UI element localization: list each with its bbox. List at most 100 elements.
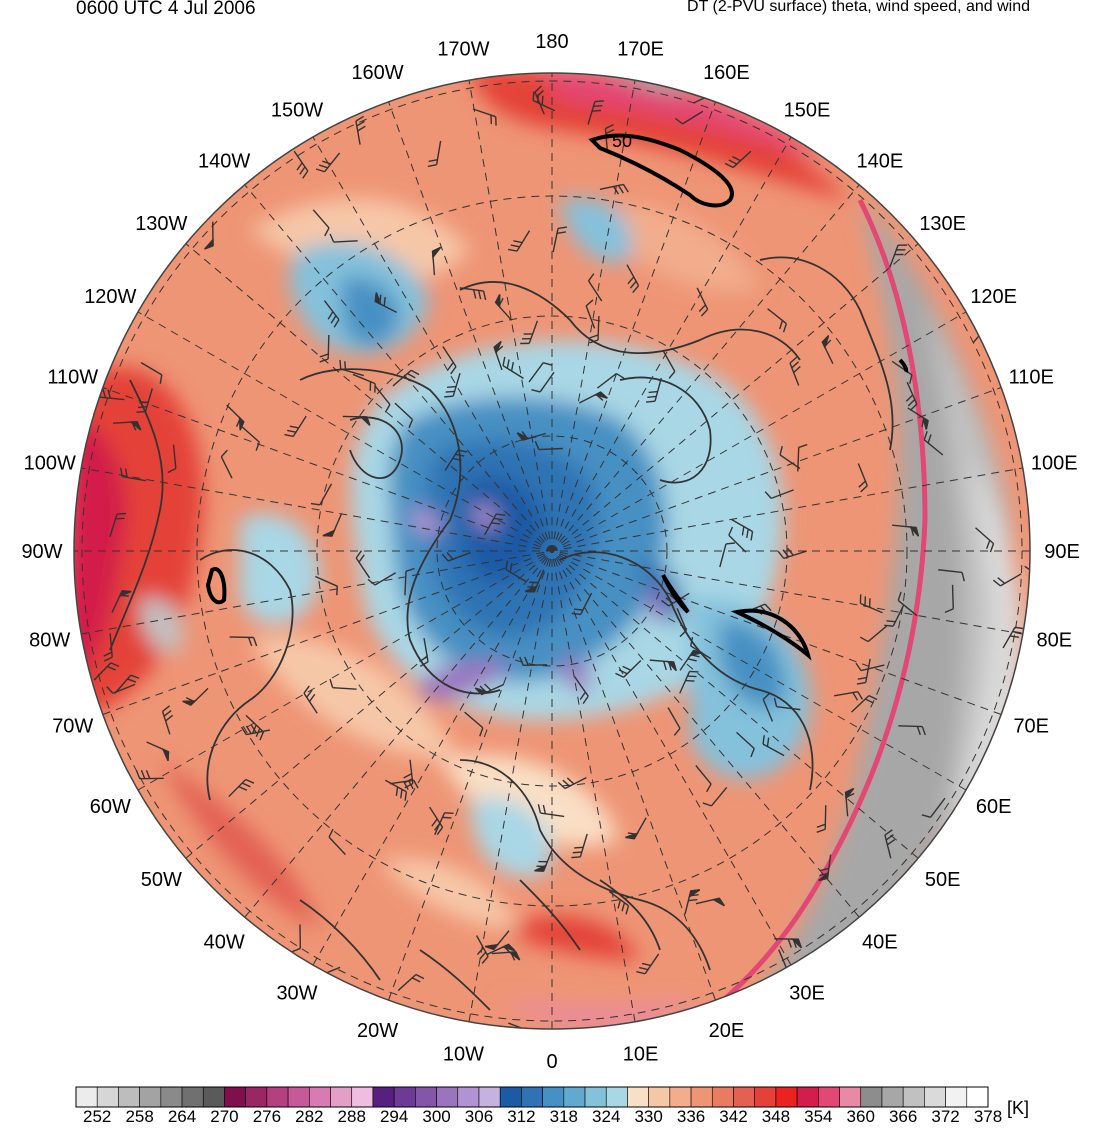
longitude-label: 160E: [703, 62, 750, 84]
longitude-label: 150W: [271, 99, 323, 121]
longitude-label: 40W: [204, 932, 245, 954]
colorbar-tick-label: 342: [719, 1107, 747, 1126]
colorbar-tick-label: 354: [804, 1107, 832, 1126]
colorbar-tick-label: 360: [847, 1107, 875, 1126]
colorbar-swatch: [733, 1087, 754, 1107]
colorbar-tick-label: 294: [380, 1107, 408, 1126]
valid-time-label: 0600 UTC 4 Jul 2006: [76, 0, 256, 20]
colorbar-tick-label: 348: [762, 1107, 790, 1126]
longitude-label: 90W: [21, 541, 62, 563]
longitude-label: 0: [546, 1051, 557, 1073]
colorbar-swatch: [415, 1087, 436, 1107]
longitude-label: 90E: [1044, 541, 1080, 563]
longitude-label: 100W: [24, 452, 76, 474]
longitude-label: 80E: [1036, 630, 1072, 652]
longitude-label: 30E: [789, 983, 825, 1005]
colorbar-swatch: [903, 1087, 924, 1107]
longitude-label: 10E: [623, 1043, 659, 1065]
longitude-label: 20W: [357, 1020, 398, 1042]
colorbar-swatch: [373, 1087, 394, 1107]
colorbar-swatch: [967, 1087, 988, 1107]
colorbar-tick-label: 378: [974, 1107, 1002, 1126]
colorbar-swatch: [818, 1087, 839, 1107]
longitude-label: 170E: [617, 39, 664, 61]
colorbar-tick-label: 306: [465, 1107, 493, 1126]
colorbar-swatch: [564, 1087, 585, 1107]
colorbar-tick-label: 312: [507, 1107, 535, 1126]
colorbar-swatch: [118, 1087, 139, 1107]
colorbar-swatch: [458, 1087, 479, 1107]
colorbar-tick-label: 300: [422, 1107, 450, 1126]
colorbar-swatch: [203, 1087, 224, 1107]
longitude-label: 70W: [52, 715, 93, 737]
colorbar-swatch: [500, 1087, 521, 1107]
longitude-label: 80W: [29, 630, 70, 652]
colorbar-swatch: [76, 1087, 97, 1107]
colorbar-swatch: [585, 1087, 606, 1107]
longitude-label: 30W: [276, 983, 317, 1005]
colorbar-tick-label: 270: [210, 1107, 238, 1126]
colorbar-swatch: [924, 1087, 945, 1107]
longitude-label: 120W: [84, 286, 136, 308]
product-title: DT (2-PVU surface) theta, wind speed, an…: [687, 0, 1030, 16]
colorbar-swatch: [161, 1087, 182, 1107]
colorbar-swatch: [649, 1087, 670, 1107]
colorbar-tick-label: 252: [83, 1107, 111, 1126]
colorbar-swatch: [797, 1087, 818, 1107]
colorbar-swatch: [309, 1087, 330, 1107]
colorbar-tick-label: 330: [634, 1107, 662, 1126]
colorbar-swatch: [521, 1087, 542, 1107]
longitude-label: 130E: [919, 213, 966, 235]
colorbar-tick-label: 366: [889, 1107, 917, 1126]
longitude-label: 180: [535, 31, 568, 53]
colorbar-tick-label: 282: [295, 1107, 323, 1126]
colorbar-tick-label: 288: [338, 1107, 366, 1126]
colorbar-swatch: [712, 1087, 733, 1107]
longitude-label: 10W: [443, 1043, 484, 1065]
longitude-label: 150E: [784, 99, 831, 121]
colorbar-swatch: [140, 1087, 161, 1107]
colorbar-unit: [K]: [1007, 1098, 1029, 1118]
colorbar-tick-label: 318: [550, 1107, 578, 1126]
colorbar-swatch: [97, 1087, 118, 1107]
longitude-label: 160W: [351, 62, 403, 84]
colorbar-swatch: [627, 1087, 648, 1107]
longitude-label: 110E: [1009, 367, 1054, 389]
longitude-label: 140E: [856, 150, 903, 172]
colorbar-swatch: [394, 1087, 415, 1107]
colorbar-tick-label: 324: [592, 1107, 620, 1126]
longitude-label: 130W: [135, 213, 187, 235]
colorbar-swatch: [755, 1087, 776, 1107]
colorbar-swatch: [840, 1087, 861, 1107]
longitude-label: 50E: [925, 869, 961, 891]
longitude-label: 70E: [1013, 715, 1049, 737]
colorbar: 252 258 264 270 276 282 288 294 300 306 312 318 324 3…: [76, 1087, 1029, 1126]
colorbar-swatch: [246, 1087, 267, 1107]
colorbar-swatch: [691, 1087, 712, 1107]
colorbar-swatch: [606, 1087, 627, 1107]
colorbar-swatch: [331, 1087, 352, 1107]
longitude-label: 40E: [862, 932, 898, 954]
colorbar-swatch: [267, 1087, 288, 1107]
longitude-label: 50W: [141, 869, 182, 891]
wind-barb: [1028, 593, 1054, 605]
colorbar-tick-label: 276: [253, 1107, 281, 1126]
colorbar-swatch: [182, 1087, 203, 1107]
colorbar-swatch: [946, 1087, 967, 1107]
colorbar-tick-label: 372: [931, 1107, 959, 1126]
longitude-label: 140W: [198, 150, 250, 172]
colorbar-swatch: [670, 1087, 691, 1107]
longitude-label: 120E: [970, 286, 1017, 308]
colorbar-swatch: [352, 1087, 373, 1107]
colorbar-swatch: [543, 1087, 564, 1107]
colorbar-tick-label: 264: [168, 1107, 196, 1126]
colorbar-swatch: [479, 1087, 500, 1107]
longitude-label: 60E: [976, 796, 1012, 818]
colorbar-swatch: [882, 1087, 903, 1107]
colorbar-swatch: [224, 1087, 245, 1107]
colorbar-swatch: [861, 1087, 882, 1107]
colorbar-tick-label: 258: [125, 1107, 153, 1126]
longitude-label: 110W: [47, 367, 98, 389]
